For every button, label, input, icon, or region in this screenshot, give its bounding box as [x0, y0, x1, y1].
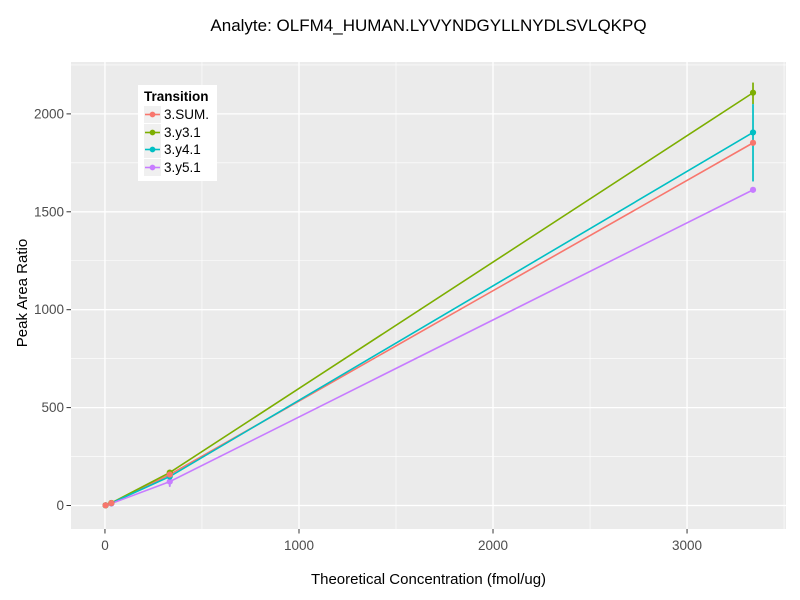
legend-items: 3.SUM. 3.y3.1 3.y4.1 3.y5.1 — [144, 106, 209, 176]
legend: Transition 3.SUM. 3.y3.1 3.y4.1 3.y5.1 — [138, 85, 218, 181]
x-axis-title: Theoretical Concentration (fmol/ug) — [310, 571, 547, 588]
svg-text:2000: 2000 — [478, 538, 508, 553]
legend-label: 3.y5.1 — [164, 159, 201, 175]
legend-key-icon — [144, 158, 161, 176]
svg-text:3000: 3000 — [672, 538, 702, 553]
legend-label: 3.SUM. — [164, 107, 210, 123]
legend-key-icon — [144, 141, 161, 159]
svg-text:0: 0 — [101, 538, 109, 553]
legend-item-3.SUM.: 3.SUM. — [144, 106, 209, 124]
axis-ticks: 0 1000 2000 3000 0 500 1000 1500 2000 — [34, 106, 702, 553]
legend-item-3.y5.1: 3.y5.1 — [144, 158, 209, 177]
legend-label: 3.y3.1 — [164, 124, 201, 140]
svg-text:0: 0 — [56, 498, 64, 513]
legend-key-icon — [144, 123, 161, 141]
legend-item-3.y4.1: 3.y4.1 — [144, 141, 209, 159]
legend-item-3.y3.1: 3.y3.1 — [144, 123, 209, 142]
svg-text:1000: 1000 — [284, 538, 314, 553]
points-3.SUM. — [102, 139, 757, 509]
svg-text:500: 500 — [41, 400, 64, 415]
chart-title: Analyte: OLFM4_HUMAN.LYVYNDGYLLNYDLSVLQK… — [210, 16, 647, 35]
svg-text:1000: 1000 — [34, 302, 64, 317]
legend-key-icon — [144, 106, 161, 124]
legend-label: 3.y4.1 — [164, 142, 201, 158]
legend-title: Transition — [144, 89, 209, 104]
y-axis-title: Peak Area Ratio — [14, 238, 31, 348]
svg-text:2000: 2000 — [34, 106, 64, 121]
svg-text:1500: 1500 — [34, 204, 64, 219]
